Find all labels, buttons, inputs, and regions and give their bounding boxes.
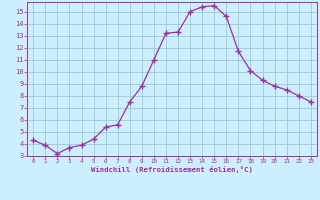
- X-axis label: Windchill (Refroidissement éolien,°C): Windchill (Refroidissement éolien,°C): [91, 166, 253, 173]
